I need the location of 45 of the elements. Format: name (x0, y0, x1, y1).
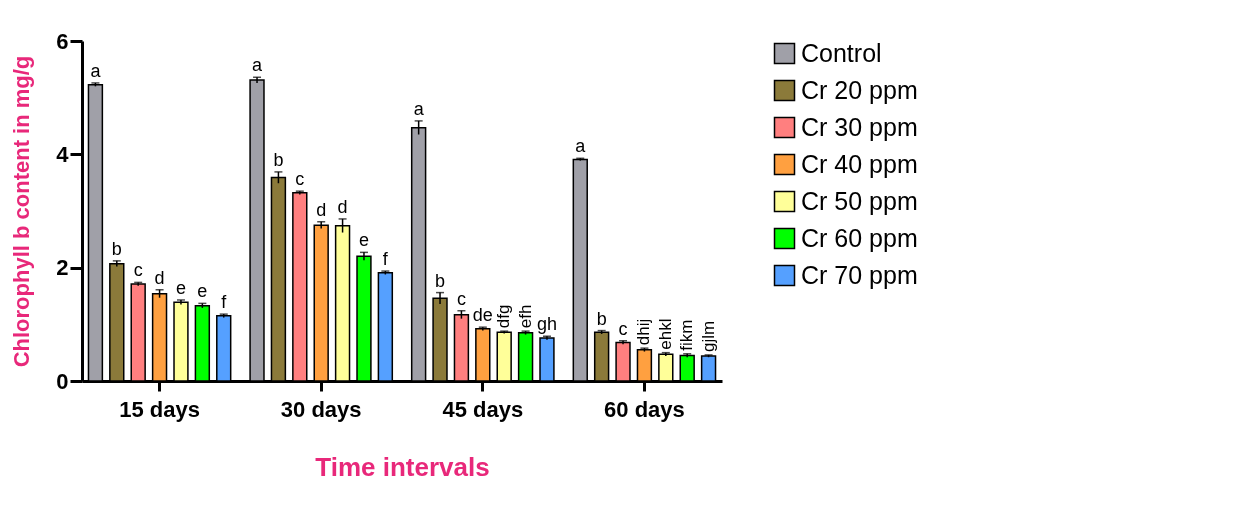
x-tick-label: 45 days (442, 396, 524, 422)
data-label: d (154, 267, 165, 288)
data-label: e (197, 281, 208, 302)
data-label: b (111, 238, 122, 259)
x-tick-label: 30 days (280, 396, 362, 422)
y-axis-title: Chlorophyll b content in mg/g (9, 55, 35, 368)
data-label: a (90, 60, 102, 81)
data-label: gh (536, 314, 557, 335)
data-label: c (133, 260, 143, 281)
y-tick-label: 2 (56, 255, 69, 281)
legend-label: Cr 40 ppm (801, 149, 918, 178)
data-label: a (413, 98, 425, 119)
y-tick-label: 6 (56, 28, 69, 54)
data-label: gjlm (698, 320, 718, 352)
data-label: fikm (677, 319, 697, 351)
legend-label: Control (801, 38, 882, 67)
data-label: d (337, 196, 348, 217)
data-label: ehkl (655, 318, 675, 350)
data-label: dfg (494, 304, 514, 329)
data-label: dhij (634, 318, 654, 346)
data-label: d (316, 199, 327, 220)
legend-label: Cr 30 ppm (801, 112, 918, 141)
x-tick-label: 15 days (119, 396, 200, 422)
data-label: b (273, 149, 284, 170)
legend-label: Cr 70 ppm (801, 260, 918, 289)
data-label: de (472, 305, 493, 326)
data-label: e (175, 277, 186, 298)
data-label: efh (515, 304, 535, 329)
data-label: c (295, 169, 305, 190)
data-label: c (456, 288, 466, 309)
data-label: a (252, 55, 264, 76)
y-tick-label: 4 (56, 141, 70, 167)
y-tick-label: 0 (56, 368, 69, 394)
data-label: c (618, 318, 628, 339)
legend-label: Cr 60 ppm (801, 223, 918, 252)
data-label: f (382, 249, 389, 270)
data-label: b (596, 308, 607, 329)
legend-label: Cr 20 ppm (801, 75, 918, 104)
data-label: f (221, 292, 228, 313)
data-label: a (575, 136, 587, 157)
legend-label: Cr 50 ppm (801, 186, 918, 215)
data-label: e (358, 230, 369, 251)
data-label: b (435, 270, 446, 291)
x-tick-label: 60 days (604, 396, 685, 422)
x-axis-title: Time intervals (315, 451, 490, 482)
